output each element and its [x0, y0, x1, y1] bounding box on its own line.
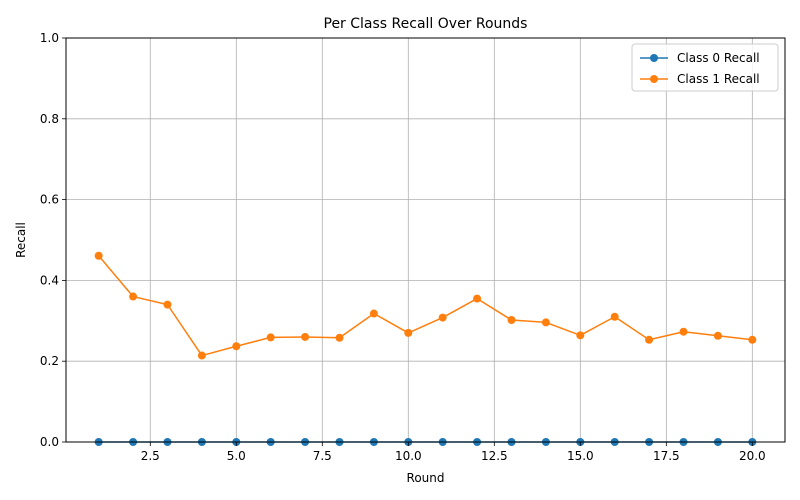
- x-tick-label: 10.0: [395, 449, 422, 463]
- chart-title: Per Class Recall Over Rounds: [324, 16, 528, 32]
- y-axis-label: Recall: [14, 222, 28, 258]
- data-point: [576, 331, 585, 340]
- data-point: [197, 351, 206, 360]
- x-tick-label: 7.5: [313, 449, 332, 463]
- x-tick-label: 15.0: [567, 449, 594, 463]
- x-axis-ticks: 2.5 5.0 7.5 10.0 12.5 15.0 17.5 20.0: [141, 442, 766, 463]
- data-point: [266, 333, 275, 342]
- y-tick-label: 0.0: [40, 435, 59, 449]
- legend-box: [631, 43, 779, 92]
- data-point: [163, 300, 172, 309]
- data-point: [438, 313, 447, 322]
- series-1: [94, 251, 757, 360]
- data-point: [94, 251, 103, 260]
- legend-entry: Class 0 Recall: [640, 51, 760, 65]
- y-tick-label: 0.2: [40, 354, 59, 368]
- x-tick-label: 5.0: [227, 449, 246, 463]
- data-point: [679, 327, 688, 336]
- data-point: [507, 315, 516, 324]
- data-point: [404, 328, 413, 337]
- data-point: [541, 318, 550, 327]
- y-tick-label: 0.8: [40, 112, 59, 126]
- x-axis-label: Round: [407, 471, 445, 485]
- x-tick-label: 2.5: [141, 449, 160, 463]
- y-tick-label: 0.6: [40, 193, 59, 207]
- data-point: [129, 292, 138, 301]
- legend-entry: Class 1 Recall: [640, 72, 760, 86]
- series-line: [98, 255, 753, 357]
- data-point: [232, 342, 241, 351]
- legend-marker: [650, 75, 658, 83]
- y-tick-label: 1.0: [40, 31, 59, 45]
- data-point: [369, 309, 378, 318]
- y-axis-ticks: 0.0 0.2 0.4 0.6 0.8 1.0: [40, 31, 66, 449]
- data-point: [473, 294, 482, 303]
- x-tick-label: 20.0: [739, 449, 766, 463]
- data-point: [335, 333, 344, 342]
- data-point: [610, 312, 619, 321]
- x-tick-label: 17.5: [653, 449, 680, 463]
- data-point: [645, 335, 654, 344]
- data-point: [713, 331, 722, 340]
- legend: Class 0 Recall Class 1 Recall: [631, 43, 779, 92]
- data-point: [748, 335, 757, 344]
- plot-frame: [65, 37, 786, 443]
- legend-marker: [650, 54, 658, 62]
- legend-label: Class 0 Recall: [677, 51, 760, 65]
- legend-label: Class 1 Recall: [677, 72, 760, 86]
- x-tick-label: 12.5: [481, 449, 508, 463]
- data-point: [301, 332, 310, 341]
- y-tick-label: 0.4: [40, 273, 59, 287]
